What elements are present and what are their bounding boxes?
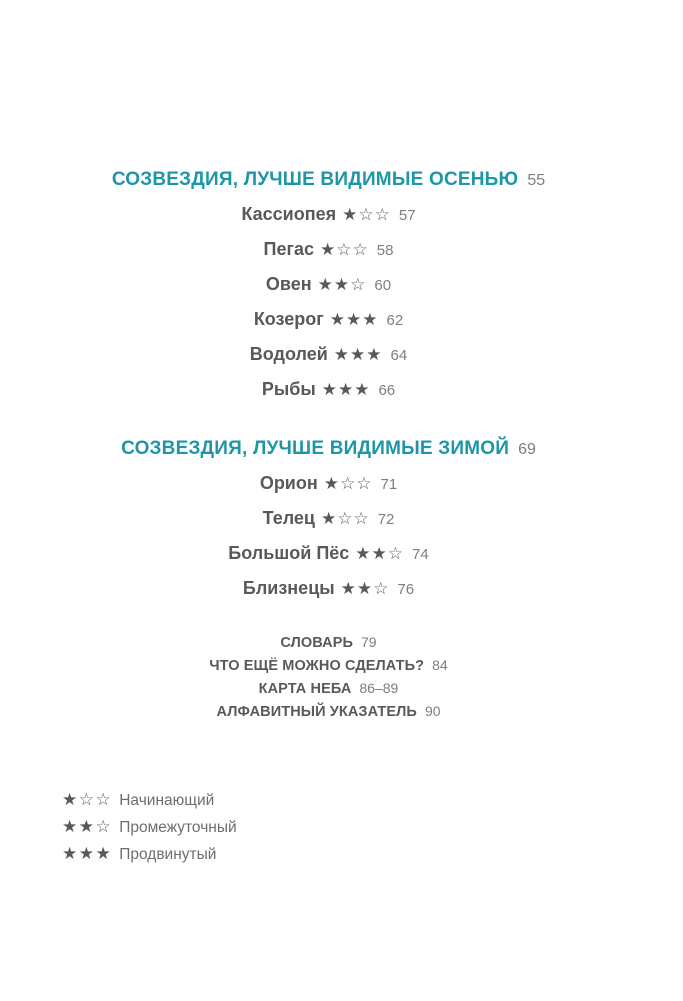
back-matter-item: СЛОВАРЬ 79 — [0, 631, 657, 654]
entry-page-number: 74 — [412, 546, 429, 563]
section-title-text: СОЗВЕЗДИЯ, ЛУЧШЕ ВИДИМЫЕ ЗИМОЙ — [121, 438, 510, 459]
difficulty-stars: ★★☆ — [317, 275, 367, 294]
entry-name: Пегас — [263, 239, 315, 259]
legend-stars-icon: ★★★ — [62, 844, 113, 863]
back-matter-page-number: 86–89 — [359, 680, 399, 696]
toc-entry: Большой Пёс ★★☆ 74 — [0, 536, 657, 571]
back-matter-item: АЛФАВИТНЫЙ УКАЗАТЕЛЬ 90 — [0, 700, 657, 723]
back-matter-page-number: 84 — [432, 657, 448, 673]
toc-entry: Козерог ★★★ 62 — [0, 302, 657, 337]
toc-entry: Водолей ★★★ 64 — [0, 337, 657, 372]
legend-stars-icon: ★★☆ — [62, 817, 113, 836]
toc-entry: Телец ★☆☆ 72 — [0, 501, 657, 536]
back-matter-page-number: 90 — [424, 703, 441, 719]
difficulty-stars: ★★☆ — [340, 579, 390, 598]
section-page-number: 69 — [518, 441, 536, 458]
entry-name: Близнецы — [242, 578, 335, 598]
toc-entry: Пегас ★☆☆ 58 — [0, 232, 657, 267]
back-matter-page-number: 79 — [361, 634, 377, 650]
entry-page-number: 72 — [377, 511, 395, 528]
entry-name: Водолей — [249, 344, 328, 364]
toc-entry: Орион ★☆☆ 71 — [0, 466, 657, 501]
legend-row: ★★☆ Промежуточный — [62, 813, 237, 840]
back-matter-label: АЛФАВИТНЫЙ УКАЗАТЕЛЬ — [216, 704, 417, 720]
toc-entry: Кассиопея ★☆☆ 57 — [0, 197, 657, 232]
toc-entry: Рыбы ★★★ 66 — [0, 372, 657, 407]
difficulty-legend: ★☆☆ Начинающий ★★☆ Промежуточный ★★★ Про… — [62, 786, 237, 867]
entry-page-number: 58 — [376, 242, 394, 259]
section-title-autumn: СОЗВЕЗДИЯ, ЛУЧШЕ ВИДИМЫЕ ОСЕНЬЮ 55 — [0, 162, 657, 197]
toc-entry: Близнецы ★★☆ 76 — [0, 571, 657, 606]
difficulty-stars: ★☆☆ — [342, 205, 391, 224]
section-page-number: 55 — [527, 172, 546, 189]
difficulty-stars: ★☆☆ — [320, 509, 370, 528]
legend-row: ★★★ Продвинутый — [62, 840, 237, 867]
entry-page-number: 62 — [386, 312, 404, 329]
section-title-winter: СОЗВЕЗДИЯ, ЛУЧШЕ ВИДИМЫЕ ЗИМОЙ 69 — [0, 431, 657, 466]
legend-label: Начинающий — [119, 792, 215, 809]
back-matter-list: СЛОВАРЬ 79 ЧТО ЕЩЁ МОЖНО СДЕЛАТЬ? 84 КАР… — [0, 631, 657, 723]
entry-name: Телец — [262, 508, 315, 528]
entry-page-number: 57 — [398, 207, 416, 224]
difficulty-stars: ★★★ — [333, 345, 383, 364]
section-title-text: СОЗВЕЗДИЯ, ЛУЧШЕ ВИДИМЫЕ ОСЕНЬЮ — [111, 169, 519, 190]
back-matter-item: ЧТО ЕЩЁ МОЖНО СДЕЛАТЬ? 84 — [0, 654, 657, 677]
entry-page-number: 64 — [390, 347, 408, 364]
entry-name: Большой Пёс — [228, 543, 350, 563]
entry-name: Козерог — [253, 309, 324, 329]
entry-page-number: 66 — [378, 382, 396, 399]
legend-row: ★☆☆ Начинающий — [62, 786, 237, 813]
difficulty-stars: ★☆☆ — [323, 474, 373, 493]
back-matter-label: КАРТА НЕБА — [258, 681, 352, 697]
table-of-contents: СОЗВЕЗДИЯ, ЛУЧШЕ ВИДИМЫЕ ОСЕНЬЮ 55 Касси… — [0, 162, 683, 723]
entry-name: Рыбы — [261, 379, 316, 399]
difficulty-stars: ★★★ — [321, 380, 371, 399]
difficulty-stars: ★★☆ — [355, 544, 405, 563]
back-matter-label: ЧТО ЕЩЁ МОЖНО СДЕЛАТЬ? — [209, 658, 425, 674]
entry-name: Орион — [259, 473, 318, 493]
difficulty-stars: ★★★ — [329, 310, 379, 329]
entry-page-number: 71 — [380, 476, 398, 493]
legend-label: Продвинутый — [119, 846, 217, 863]
back-matter-label: СЛОВАРЬ — [280, 635, 353, 651]
entry-page-number: 60 — [374, 277, 392, 294]
legend-stars-icon: ★☆☆ — [62, 790, 113, 809]
toc-entry: Овен ★★☆ 60 — [0, 267, 657, 302]
entry-name: Кассиопея — [241, 204, 337, 224]
entry-page-number: 76 — [397, 581, 415, 598]
entry-name: Овен — [265, 274, 312, 294]
legend-label: Промежуточный — [119, 819, 237, 836]
back-matter-item: КАРТА НЕБА 86–89 — [0, 677, 657, 700]
difficulty-stars: ★☆☆ — [320, 240, 369, 259]
